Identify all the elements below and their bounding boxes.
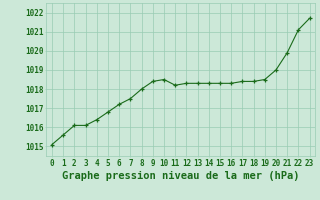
X-axis label: Graphe pression niveau de la mer (hPa): Graphe pression niveau de la mer (hPa) [62,171,300,181]
